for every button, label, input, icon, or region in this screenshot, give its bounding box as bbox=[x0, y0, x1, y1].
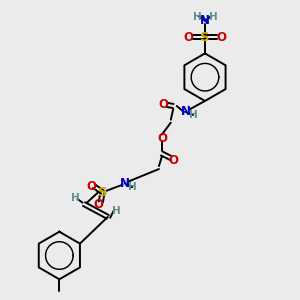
Text: H: H bbox=[193, 12, 201, 22]
Text: H: H bbox=[128, 182, 136, 192]
Text: H: H bbox=[71, 193, 80, 202]
Text: H: H bbox=[112, 206, 121, 216]
Text: H: H bbox=[189, 110, 197, 120]
Text: N: N bbox=[181, 106, 191, 118]
Text: N: N bbox=[120, 177, 130, 190]
Text: N: N bbox=[200, 14, 210, 27]
Text: O: O bbox=[184, 31, 194, 44]
Text: O: O bbox=[86, 180, 96, 193]
Text: O: O bbox=[93, 198, 103, 211]
Text: O: O bbox=[169, 154, 179, 167]
Text: O: O bbox=[216, 31, 226, 44]
Text: S: S bbox=[200, 31, 210, 44]
Text: O: O bbox=[158, 98, 168, 111]
Text: S: S bbox=[98, 186, 107, 199]
Text: H: H bbox=[208, 12, 217, 22]
Text: O: O bbox=[157, 132, 167, 145]
